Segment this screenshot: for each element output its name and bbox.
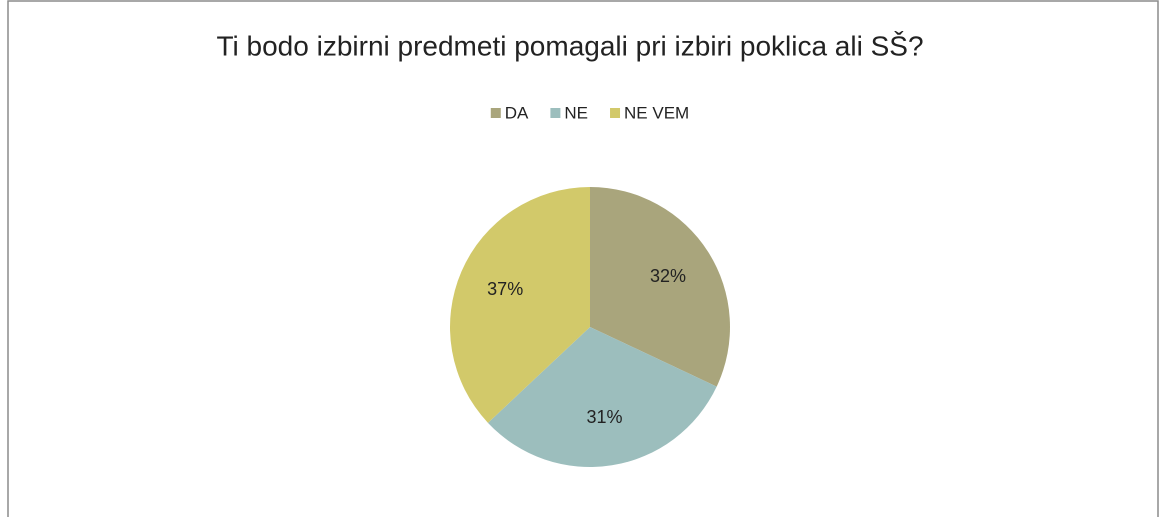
legend-swatch — [610, 108, 621, 118]
data-label: 31% — [586, 407, 622, 427]
legend-swatch — [550, 108, 561, 118]
data-label: 37% — [487, 279, 523, 299]
pie-slice — [487, 327, 717, 468]
legend-label: NE VEM — [624, 103, 689, 122]
legend-label: DA — [505, 103, 529, 122]
legend-label: NE — [564, 103, 588, 122]
chart-title: Ti bodo izbirni predmeti pomagali pri iz… — [216, 30, 923, 61]
data-label: 32% — [650, 266, 686, 286]
pie-slice — [450, 187, 590, 423]
pie-slice — [590, 187, 730, 387]
legend-swatch — [490, 108, 501, 118]
chart-border — [7, 0, 1159, 517]
